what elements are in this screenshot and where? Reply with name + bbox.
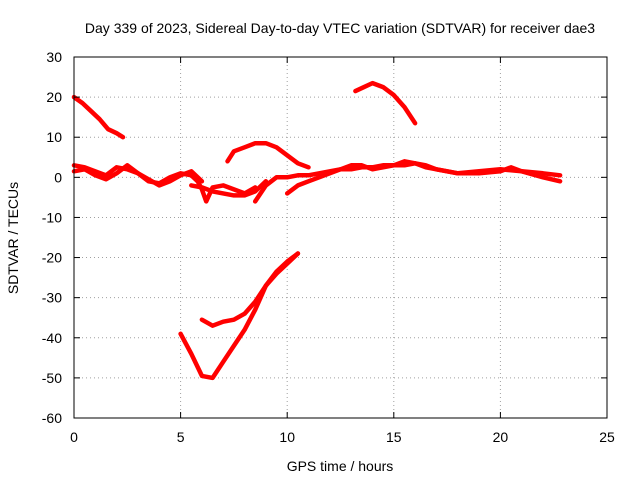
y-tick-label: -50 (42, 370, 62, 386)
y-tick-label: -60 (42, 410, 62, 426)
x-tick-label: 5 (177, 429, 185, 445)
series-line-track-g (284, 159, 563, 196)
y-axis-title: SDTVAR / TECUs (5, 182, 21, 294)
series-line-track-c (71, 163, 205, 188)
axis-ticks (73, 56, 608, 419)
chart-title: Day 339 of 2023, Sidereal Day-to-day VTE… (85, 20, 595, 36)
y-tick-label: -40 (42, 330, 62, 346)
y-tick-label: 30 (46, 49, 62, 65)
data-series (71, 80, 563, 381)
x-tick-label: 0 (70, 429, 78, 445)
y-tick-label: 10 (46, 129, 62, 145)
x-axis-title: GPS time / hours (287, 458, 394, 474)
series-line-track-h (225, 140, 311, 170)
series-line-track-k (199, 251, 301, 328)
y-tick-label: -30 (42, 290, 62, 306)
y-axis-tick-labels: 30 20 10 0 -10 -20 -30 -40 -50 -60 (42, 49, 62, 426)
x-tick-label: 20 (493, 429, 509, 445)
x-tick-label: 10 (279, 429, 295, 445)
x-tick-label: 15 (386, 429, 402, 445)
grid-lines (74, 57, 607, 418)
y-tick-label: -20 (42, 250, 62, 266)
y-tick-label: 20 (46, 89, 62, 105)
series-line-track-e (189, 179, 269, 198)
series-line-track-i (353, 80, 418, 126)
x-axis-tick-labels: 0 5 10 15 20 25 (70, 429, 615, 445)
plot-frame (73, 56, 608, 419)
series-line-track-a (71, 94, 126, 140)
y-tick-label: -10 (42, 209, 62, 225)
y-tick-label: 0 (54, 169, 62, 185)
series-line-track-d (195, 179, 258, 204)
x-tick-label: 25 (599, 429, 615, 445)
